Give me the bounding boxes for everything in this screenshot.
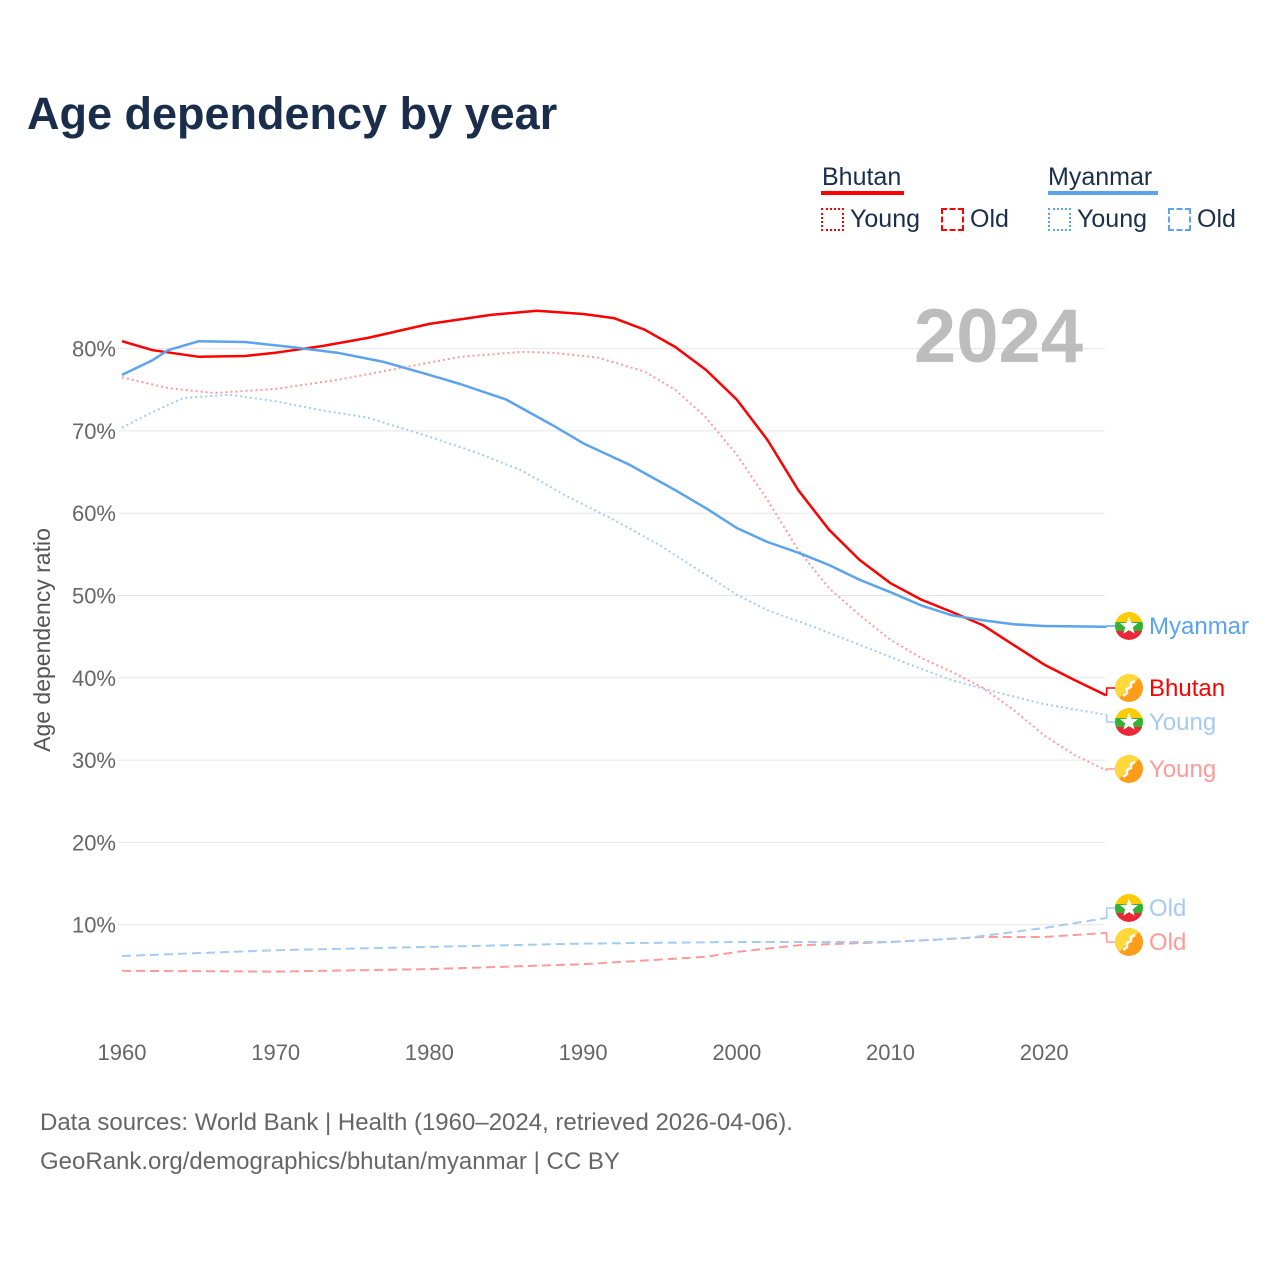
- y-axis-label: Age dependency ratio: [29, 528, 55, 752]
- x-tick-label: 1980: [405, 1040, 454, 1065]
- label-connector: [1105, 768, 1116, 771]
- y-tick-label: 50%: [72, 584, 116, 609]
- end-label: Young: [1149, 709, 1216, 736]
- end-label: Bhutan: [1149, 675, 1225, 702]
- bhutan-flag-icon: [1115, 928, 1143, 956]
- series-line-bhutan-old[interactable]: [121, 931, 1106, 973]
- bhutan-flag-icon: [1115, 674, 1143, 702]
- chart-title: Age dependency by year: [27, 88, 558, 139]
- legend-label: Young: [850, 205, 920, 233]
- x-tick-label: 1960: [98, 1040, 147, 1065]
- myanmar-flag-icon: [1115, 708, 1143, 736]
- legend-bhutan-young[interactable]: Young: [821, 205, 920, 234]
- legend-label: Young: [1077, 205, 1147, 233]
- y-tick-label: 30%: [72, 748, 116, 773]
- label-connector: [1105, 687, 1116, 696]
- y-tick-label: 60%: [72, 501, 116, 526]
- y-tick-label: 10%: [72, 913, 116, 938]
- year-label: 2024: [914, 294, 1083, 379]
- end-label: Old: [1149, 895, 1186, 922]
- footer-sources: Data sources: World Bank | Health (1960–…: [40, 1109, 793, 1136]
- legend-bhutan-swatch: [821, 191, 904, 195]
- legend-myanmar-old[interactable]: Old: [1168, 205, 1236, 234]
- y-tick-label: 70%: [72, 419, 116, 444]
- y-tick-label: 40%: [72, 666, 116, 691]
- label-connector: [1105, 625, 1116, 628]
- dotted-swatch-icon: [1048, 208, 1071, 231]
- legend-bhutan-old[interactable]: Old: [941, 205, 1009, 234]
- series-line-myanmar-young[interactable]: [121, 393, 1106, 716]
- x-tick-label: 2010: [866, 1040, 915, 1065]
- label-connector: [1105, 932, 1116, 943]
- end-label: Young: [1149, 756, 1216, 783]
- x-tick-label: 2020: [1020, 1040, 1069, 1065]
- bhutan-flag-icon: [1115, 755, 1143, 783]
- x-tick-label: 1970: [251, 1040, 300, 1065]
- x-tick-label: 1990: [559, 1040, 608, 1065]
- dashed-swatch-icon: [1168, 208, 1191, 231]
- footer-link[interactable]: GeoRank.org/demographics/bhutan/myanmar …: [40, 1148, 620, 1175]
- legend-myanmar[interactable]: Myanmar: [1048, 163, 1153, 191]
- label-connector: [1105, 714, 1116, 723]
- legend-label: Old: [1197, 205, 1236, 233]
- series-line-myanmar-old[interactable]: [121, 917, 1106, 957]
- legend-bhutan[interactable]: Bhutan: [822, 163, 902, 191]
- myanmar-flag-icon: [1115, 894, 1143, 922]
- myanmar-flag-icon: [1115, 612, 1143, 640]
- dashed-swatch-icon: [941, 208, 964, 231]
- series-line-myanmar[interactable]: [121, 339, 1106, 629]
- legend-myanmar-swatch: [1048, 191, 1158, 195]
- y-tick-label: 80%: [72, 337, 116, 362]
- x-tick-label: 2000: [712, 1040, 761, 1065]
- end-label: Old: [1149, 929, 1186, 956]
- series-line-bhutan-young[interactable]: [121, 350, 1107, 771]
- y-tick-label: 20%: [72, 830, 116, 855]
- legend-myanmar-young[interactable]: Young: [1048, 205, 1147, 234]
- legend-label: Old: [970, 205, 1009, 233]
- dotted-swatch-icon: [821, 208, 844, 231]
- end-label: Myanmar: [1149, 613, 1249, 640]
- label-connector: [1105, 907, 1116, 919]
